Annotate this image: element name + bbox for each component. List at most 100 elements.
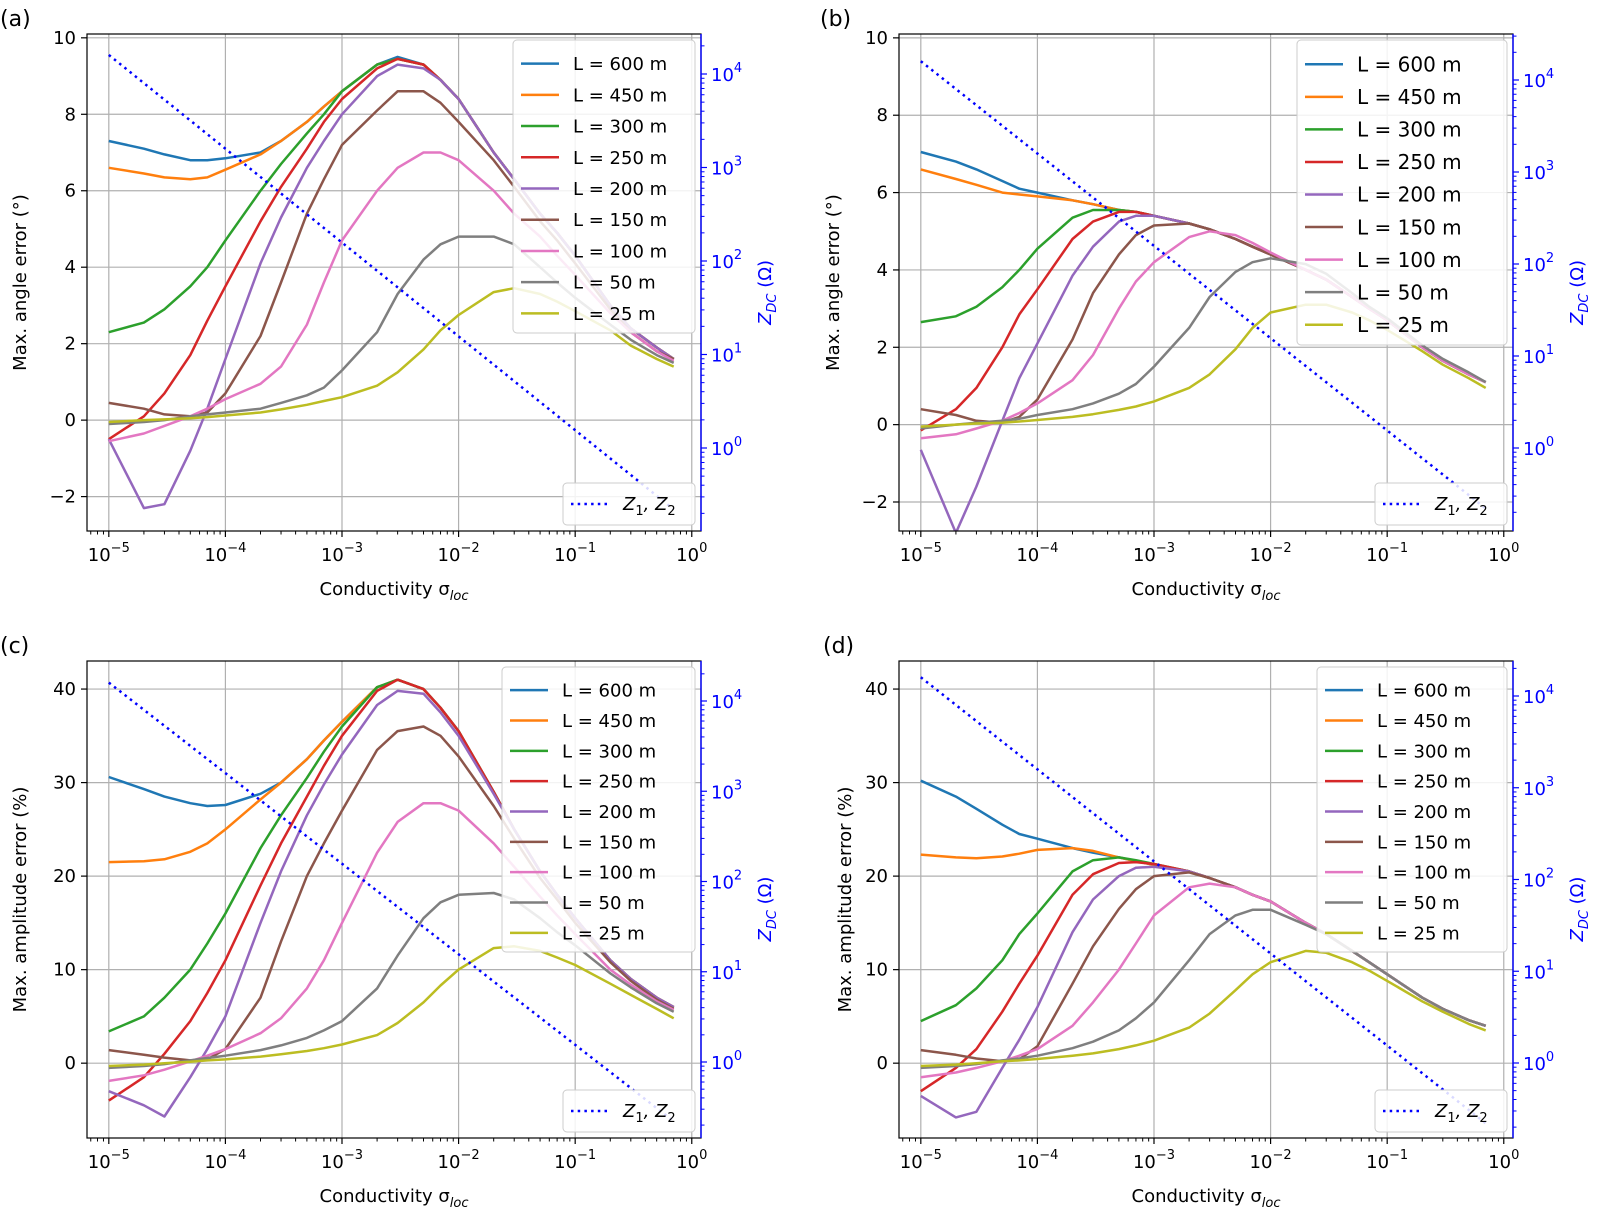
panel-label: (a): [0, 7, 31, 32]
legend-label: L = 250 m: [562, 772, 656, 793]
series-line-L-25m: [920, 949, 1487, 1068]
legend-label: L = 25 m: [562, 923, 645, 944]
zdc-legend: Z1, Z2: [562, 1089, 696, 1133]
x-tick-label: 10−3: [1133, 541, 1175, 566]
y-tick-label: 10: [53, 960, 76, 981]
right-tick-label: 104: [1523, 67, 1554, 92]
x-tick-label: 10−5: [900, 1148, 942, 1173]
right-tick-label: 103: [711, 155, 742, 180]
legend-box: [1296, 39, 1508, 346]
x-axis-label: Conductivity σloc: [320, 579, 469, 604]
legend-label: L = 100 m: [562, 863, 656, 884]
legend-box: [512, 39, 696, 334]
x-tick-label: 10−4: [1016, 1148, 1058, 1173]
y-tick-label: 30: [53, 773, 76, 794]
right-tick-label: 102: [711, 248, 742, 273]
legend-label: L = 200 m: [1377, 802, 1471, 823]
x-tick-label: 10−2: [1250, 1148, 1292, 1173]
panel-label: (c): [0, 634, 29, 659]
legend-label: L = 300 m: [562, 741, 656, 762]
y-tick-label: 10: [865, 960, 888, 981]
right-axis-label: ZDC (Ω): [1567, 260, 1592, 326]
legend-label: L = 300 m: [573, 117, 667, 138]
y-tick-label: 0: [877, 1053, 888, 1074]
legend-label: L = 450 m: [573, 85, 667, 106]
legend-label: L = 150 m: [1377, 832, 1471, 853]
legend-label: L = 600 m: [1357, 52, 1462, 76]
legend-label: L = 450 m: [562, 711, 656, 732]
series-group: [920, 676, 1487, 1125]
right-tick-label: 101: [1523, 343, 1554, 368]
y-tick-label: −2: [49, 487, 76, 508]
x-tick-label: 10−4: [1016, 541, 1058, 566]
x-tick-label: 100: [676, 1148, 707, 1173]
legend-label: L = 600 m: [562, 681, 656, 702]
y-tick-label: 6: [877, 183, 888, 204]
legend-label: L = 25 m: [573, 304, 656, 325]
legend-label: L = 100 m: [573, 241, 667, 262]
zdc-legend-box: [1374, 482, 1508, 526]
x-axis-label: Conductivity σloc: [1132, 579, 1281, 604]
y-tick-label: 0: [65, 1053, 76, 1074]
x-tick-label: 10−4: [204, 1148, 246, 1173]
x-tick-label: 100: [1488, 1148, 1519, 1173]
legend-label: L = 50 m: [562, 893, 645, 914]
y-tick-label: 0: [877, 415, 888, 436]
right-tick-label: 104: [711, 61, 742, 86]
legend-label: L = 25 m: [1377, 923, 1460, 944]
y-tick-label: 2: [877, 337, 888, 358]
right-tick-label: 103: [1523, 775, 1554, 800]
legend-label: L = 200 m: [562, 802, 656, 823]
x-tick-label: 10−1: [1366, 1148, 1408, 1173]
legend-label: L = 150 m: [1357, 215, 1462, 239]
legend-label: L = 100 m: [1377, 863, 1471, 884]
series-line-L-25m: [108, 945, 675, 1068]
legend-label: L = 150 m: [573, 210, 667, 231]
zdc-legend-label: Z1, Z2: [622, 494, 676, 519]
series-legend: L = 600 m L = 450 m L = 300 m L = 250 m L = …: [501, 666, 696, 953]
zdc-legend-box: [1374, 1089, 1508, 1133]
zdc-legend: Z1, Z2: [1374, 482, 1508, 526]
x-tick-label: 100: [676, 541, 707, 566]
y-tick-label: 30: [865, 773, 888, 794]
zdc-legend-box: [562, 482, 696, 526]
y-tick-label: 4: [877, 260, 888, 281]
right-tick-label: 100: [711, 435, 742, 460]
right-tick-label: 100: [1523, 1050, 1554, 1075]
series-legend: L = 600 m L = 450 m L = 300 m L = 250 m L = …: [1296, 39, 1508, 346]
legend-label: L = 50 m: [573, 273, 656, 294]
right-tick-label: 101: [1523, 958, 1554, 983]
legend-label: L = 200 m: [573, 179, 667, 200]
legend-label: L = 50 m: [1357, 280, 1449, 304]
x-tick-label: 10−2: [438, 1148, 480, 1173]
legend-box: [1316, 666, 1508, 953]
x-tick-label: 10−1: [554, 1148, 596, 1173]
y-tick-label: 10: [53, 28, 76, 49]
y-tick-label: 6: [65, 181, 76, 202]
y-tick-label: 40: [865, 679, 888, 700]
y-axis-label: Max. angle error (°): [823, 194, 844, 371]
panel-d: 10−5 10−4 10−3 10−2 10−1 100 0 10 20 30 40 100 101 10…: [823, 634, 1592, 1211]
x-tick-label: 10−2: [1250, 541, 1292, 566]
right-tick-label: 101: [711, 342, 742, 367]
y-tick-label: 20: [865, 866, 888, 887]
right-tick-label: 102: [1523, 251, 1554, 276]
right-axis-label: ZDC (Ω): [755, 877, 780, 943]
right-axis-label: ZDC (Ω): [755, 260, 780, 326]
x-tick-label: 10−3: [1133, 1148, 1175, 1173]
panel-c: 10−5 10−4 10−3 10−2 10−1 100 0 10 20 30 40 100 101 10…: [0, 634, 780, 1211]
zdc-line: [108, 53, 675, 511]
x-axis-label: Conductivity σloc: [1132, 1186, 1281, 1211]
zdc-legend: Z1, Z2: [1374, 1089, 1508, 1133]
panel-a: 10−5 10−4 10−3 10−2 10−1 100 −2 0 2 4 6 8 10 100 101 10…: [0, 7, 780, 604]
right-tick-label: 102: [711, 869, 742, 894]
zdc-legend: Z1, Z2: [562, 482, 696, 526]
right-tick-label: 101: [711, 959, 742, 984]
panel-label: (b): [820, 7, 851, 32]
right-tick-label: 104: [711, 688, 742, 713]
legend-label: L = 300 m: [1357, 118, 1462, 142]
right-tick-label: 100: [1523, 435, 1554, 460]
zdc-legend-box: [562, 1089, 696, 1133]
legend-label: L = 600 m: [1377, 681, 1471, 702]
